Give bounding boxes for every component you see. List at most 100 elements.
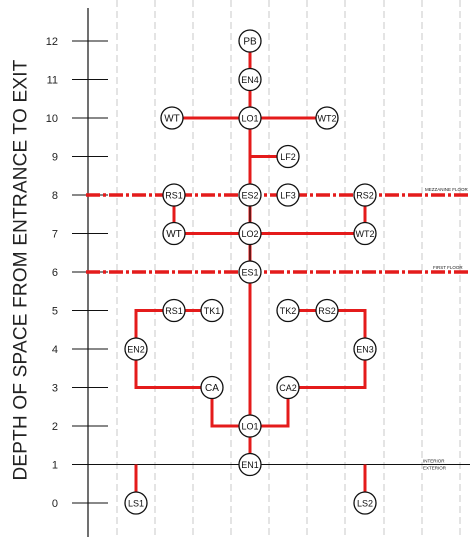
node-circle	[162, 183, 186, 207]
node-label: ES1	[241, 268, 258, 278]
node-label: LS2	[357, 499, 373, 509]
node-label: EN1	[241, 460, 259, 470]
node-circle	[162, 298, 186, 323]
first-floor-label: FIRST FLOOR	[433, 265, 463, 270]
node-label: TK2	[280, 306, 297, 316]
node-label: LO1	[241, 114, 258, 124]
node-circle	[160, 106, 184, 130]
node-rs1-8: RS1	[162, 183, 186, 207]
axis-tick-label-8: 8	[52, 190, 58, 202]
node-circle	[276, 298, 300, 323]
node-tk2: TK2	[276, 298, 300, 323]
node-label: RS1	[165, 306, 183, 316]
node-circle	[238, 183, 262, 207]
node-circle	[200, 298, 224, 323]
mezzanine-floor-label: MEZZANINE FLOOR	[425, 187, 469, 192]
node-circle	[124, 337, 148, 361]
node-circle	[238, 452, 262, 477]
node-circle	[353, 337, 377, 361]
node-circle	[238, 260, 262, 284]
node-ca2: CA2	[276, 375, 300, 400]
node-circle	[276, 183, 300, 207]
exterior-label: EXTERIOR	[423, 466, 447, 471]
node-circle	[276, 375, 300, 400]
node-label: RS1	[165, 191, 183, 201]
node-label: LO1	[241, 422, 258, 432]
node-label: CA2	[279, 383, 297, 393]
node-wt2-10: WT2	[315, 106, 339, 130]
node-en1: EN1	[238, 452, 262, 477]
node-circle	[276, 144, 300, 169]
node-label: WT2	[318, 114, 337, 124]
axis-tick-label-10: 10	[46, 113, 58, 125]
node-label: LS1	[128, 499, 144, 509]
node-label: CA	[205, 383, 219, 394]
node-circle	[315, 298, 339, 323]
node-label: RS2	[356, 191, 374, 201]
node-ca: CA	[200, 375, 224, 400]
node-lo1-2: LO1	[238, 414, 262, 438]
y-axis-title: DEPTH OF SPACE FROM ENTRANCE TO EXIT	[11, 59, 32, 481]
axis-tick-label-1: 1	[52, 460, 58, 472]
node-circle	[238, 29, 262, 53]
node-label: LO2	[241, 229, 258, 239]
node-tk1: TK1	[200, 298, 224, 323]
node-lf3: LF3	[276, 183, 300, 207]
node-circle	[238, 106, 262, 130]
node-en3: EN3	[353, 337, 377, 361]
axis-tick-label-12: 12	[46, 36, 58, 48]
axis-tick-label-9: 9	[52, 152, 58, 164]
node-label: PB	[243, 37, 257, 48]
node-en4: EN4	[238, 67, 262, 92]
space-nodes: PB EN4 WT LO1 WT2 LF2 RS1 ES2 LF3 RS2 WT LO2 WT2 ES1 R…	[124, 29, 377, 515]
node-circle	[238, 221, 262, 246]
node-label: ES2	[241, 191, 258, 201]
red-path-9	[250, 349, 367, 428]
node-circle	[162, 221, 186, 246]
axis-tick-label-11: 11	[47, 75, 58, 87]
floor-lines: MEZZANINE FLOOR FIRST FLOOR INTERIOR EXTERI…	[86, 187, 470, 471]
node-pb: PB	[238, 29, 262, 53]
node-label: EN4	[241, 75, 259, 85]
node-lf2: LF2	[276, 144, 300, 169]
node-rs2-5: RS2	[315, 298, 339, 323]
node-circle	[124, 491, 148, 515]
node-circle	[353, 491, 377, 515]
node-label: EN3	[356, 345, 374, 355]
red-path-7	[288, 309, 367, 349]
node-label: WT	[164, 114, 180, 125]
node-lo1-10: LO1	[238, 106, 262, 130]
node-label: WT2	[356, 229, 375, 239]
node-label: WT	[166, 229, 182, 240]
node-rs2-8: RS2	[353, 183, 377, 207]
node-es2: ES2	[238, 183, 262, 207]
node-circle	[238, 414, 262, 438]
axis-tick-label-7: 7	[52, 229, 58, 241]
red-path-6	[134, 309, 212, 349]
node-label: RS2	[318, 306, 336, 316]
node-label: EN2	[127, 345, 145, 355]
node-ls2: LS2	[353, 491, 377, 515]
red-path-8	[134, 349, 250, 428]
node-lo2: LO2	[238, 221, 262, 246]
node-label: LF2	[280, 152, 296, 162]
node-label: TK1	[204, 306, 221, 316]
axis-tick-label-0: 0	[52, 498, 58, 510]
node-circle	[238, 67, 262, 92]
axis-tick-label-5: 5	[52, 306, 58, 318]
node-circle	[353, 183, 377, 207]
node-label: LF3	[280, 191, 296, 201]
background-grid	[116, 0, 461, 537]
axis-tick-label-6: 6	[52, 267, 58, 279]
node-en2: EN2	[124, 337, 148, 361]
axis-tick-label-2: 2	[52, 421, 58, 433]
node-circle	[353, 221, 377, 246]
node-wt-7: WT	[162, 221, 186, 246]
node-es1: ES1	[238, 260, 262, 284]
axis-tick-label-3: 3	[52, 383, 58, 395]
node-circle	[200, 375, 224, 400]
interior-label: INTERIOR	[423, 459, 445, 464]
node-wt-10: WT	[160, 106, 184, 130]
